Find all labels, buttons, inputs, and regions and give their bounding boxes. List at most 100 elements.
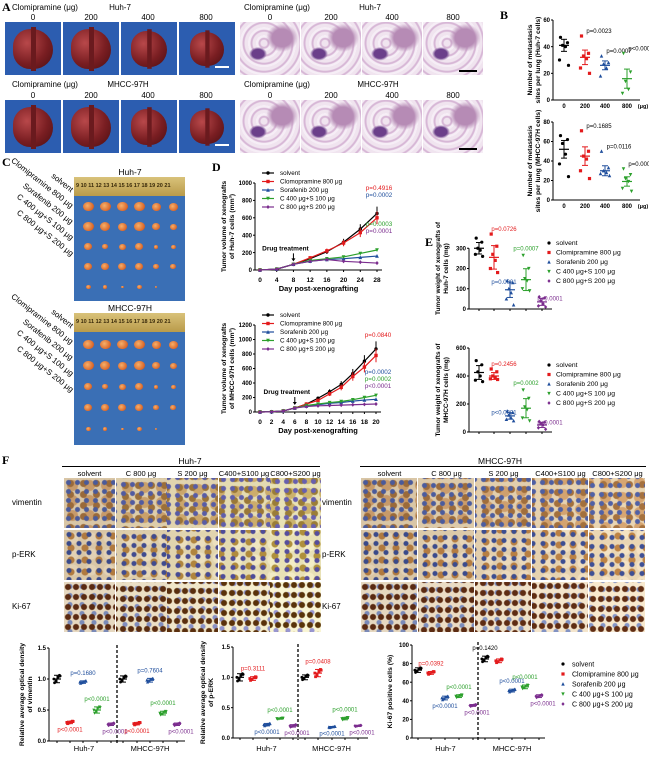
row-label-Ki-67: Ki-67 xyxy=(12,602,31,611)
data-point xyxy=(174,723,178,727)
cell-line-label: Huh-7 xyxy=(109,3,131,12)
tumor xyxy=(118,243,126,250)
histology-image xyxy=(301,22,361,75)
data-point xyxy=(496,660,500,664)
tumor xyxy=(133,339,145,350)
data-point xyxy=(94,710,98,714)
x-tick-label: 0 xyxy=(562,204,566,210)
data-point xyxy=(341,240,346,244)
data-point xyxy=(319,668,323,672)
data-point xyxy=(525,408,529,412)
data-point xyxy=(459,693,463,697)
data-point xyxy=(339,400,344,405)
data-point xyxy=(541,302,545,306)
lung-photo xyxy=(121,100,177,153)
dose-800: 800 xyxy=(199,13,213,22)
legend-label: C 800 μg+S 200 μg xyxy=(280,346,335,353)
tumor xyxy=(118,404,126,412)
data-point xyxy=(79,681,83,685)
data-point xyxy=(93,711,97,715)
lung-photo xyxy=(63,100,119,153)
p-value: p=0.0116 xyxy=(607,144,632,150)
legend-label: Clomipramine 800 μg xyxy=(572,671,639,678)
cell-line-label: Huh-7 xyxy=(359,3,381,12)
data-point xyxy=(507,413,511,417)
data-point xyxy=(500,657,504,661)
data-point xyxy=(351,374,355,379)
scale-bar xyxy=(215,66,229,68)
data-point xyxy=(241,672,244,676)
data-point xyxy=(151,677,155,681)
data-point xyxy=(606,165,611,170)
legend-marker xyxy=(547,391,551,396)
data-point xyxy=(84,679,88,683)
p-value: p=0.0007 xyxy=(606,49,632,55)
tumor xyxy=(172,428,174,430)
legend-label: Sorafenib 200 μg xyxy=(280,187,329,194)
data-point xyxy=(281,409,285,413)
dose-label: Clomipramine (μg) xyxy=(244,3,310,12)
column-label: S 200 μg xyxy=(488,469,519,478)
y-tick-label: 1.0 xyxy=(38,677,47,683)
data-point xyxy=(239,674,243,677)
legend-marker xyxy=(561,662,565,666)
legend-marker xyxy=(266,338,270,343)
y-tick-label: 60 xyxy=(402,680,409,686)
data-point xyxy=(106,722,110,726)
data-point xyxy=(350,399,355,403)
data-point xyxy=(536,425,540,430)
data-point xyxy=(281,716,285,720)
column-label: solvent xyxy=(377,469,402,478)
tumor xyxy=(133,360,145,371)
data-point xyxy=(486,654,489,658)
ihc-image xyxy=(270,582,321,632)
data-point xyxy=(544,305,548,309)
data-point xyxy=(601,62,606,66)
x-tick-label: 0 xyxy=(258,277,262,284)
histology-image xyxy=(423,100,483,153)
x-tick-label: MHCC-97H xyxy=(312,744,351,753)
data-point xyxy=(264,723,268,727)
data-point xyxy=(339,399,344,404)
p-value: p=0.0023 xyxy=(586,29,612,35)
y-tick-label: 100 xyxy=(399,643,410,649)
legend-marker xyxy=(266,196,270,201)
p-value: p<0.0001 xyxy=(150,701,176,707)
legend-marker xyxy=(547,279,551,283)
arrowhead xyxy=(292,402,297,406)
legend-marker xyxy=(266,313,270,317)
y-tick-label: 100 xyxy=(456,287,467,293)
ihc-image xyxy=(532,582,588,632)
data-point xyxy=(304,403,309,408)
data-point xyxy=(353,724,357,728)
dose-0: 0 xyxy=(267,91,273,100)
tumor xyxy=(153,405,159,411)
data-point xyxy=(521,687,525,691)
data-point xyxy=(178,721,182,725)
data-point xyxy=(494,659,498,663)
data-point xyxy=(274,267,279,272)
data-point xyxy=(507,286,511,291)
x-unit-label: (μg) xyxy=(638,104,649,110)
data-point xyxy=(124,675,128,678)
data-point xyxy=(520,287,525,291)
data-point xyxy=(325,257,329,262)
p-value: p=0.1685 xyxy=(586,124,612,130)
histology-image xyxy=(423,22,483,75)
data-point xyxy=(308,259,312,264)
tumor xyxy=(82,201,94,212)
y-tick-label: 1000 xyxy=(239,181,253,187)
data-point xyxy=(512,687,516,691)
data-point xyxy=(586,149,591,153)
data-point xyxy=(294,723,298,727)
x-tick-label: 24 xyxy=(357,277,365,284)
data-point xyxy=(458,694,462,698)
data-point xyxy=(291,262,296,267)
lung-photo xyxy=(5,100,61,153)
x-axis-label: Day post-xenografting xyxy=(279,284,359,293)
data-point xyxy=(96,707,100,711)
data-point xyxy=(417,667,421,671)
data-point xyxy=(354,724,357,729)
tumor xyxy=(151,340,161,349)
p-value: p=0.1680 xyxy=(70,671,96,677)
